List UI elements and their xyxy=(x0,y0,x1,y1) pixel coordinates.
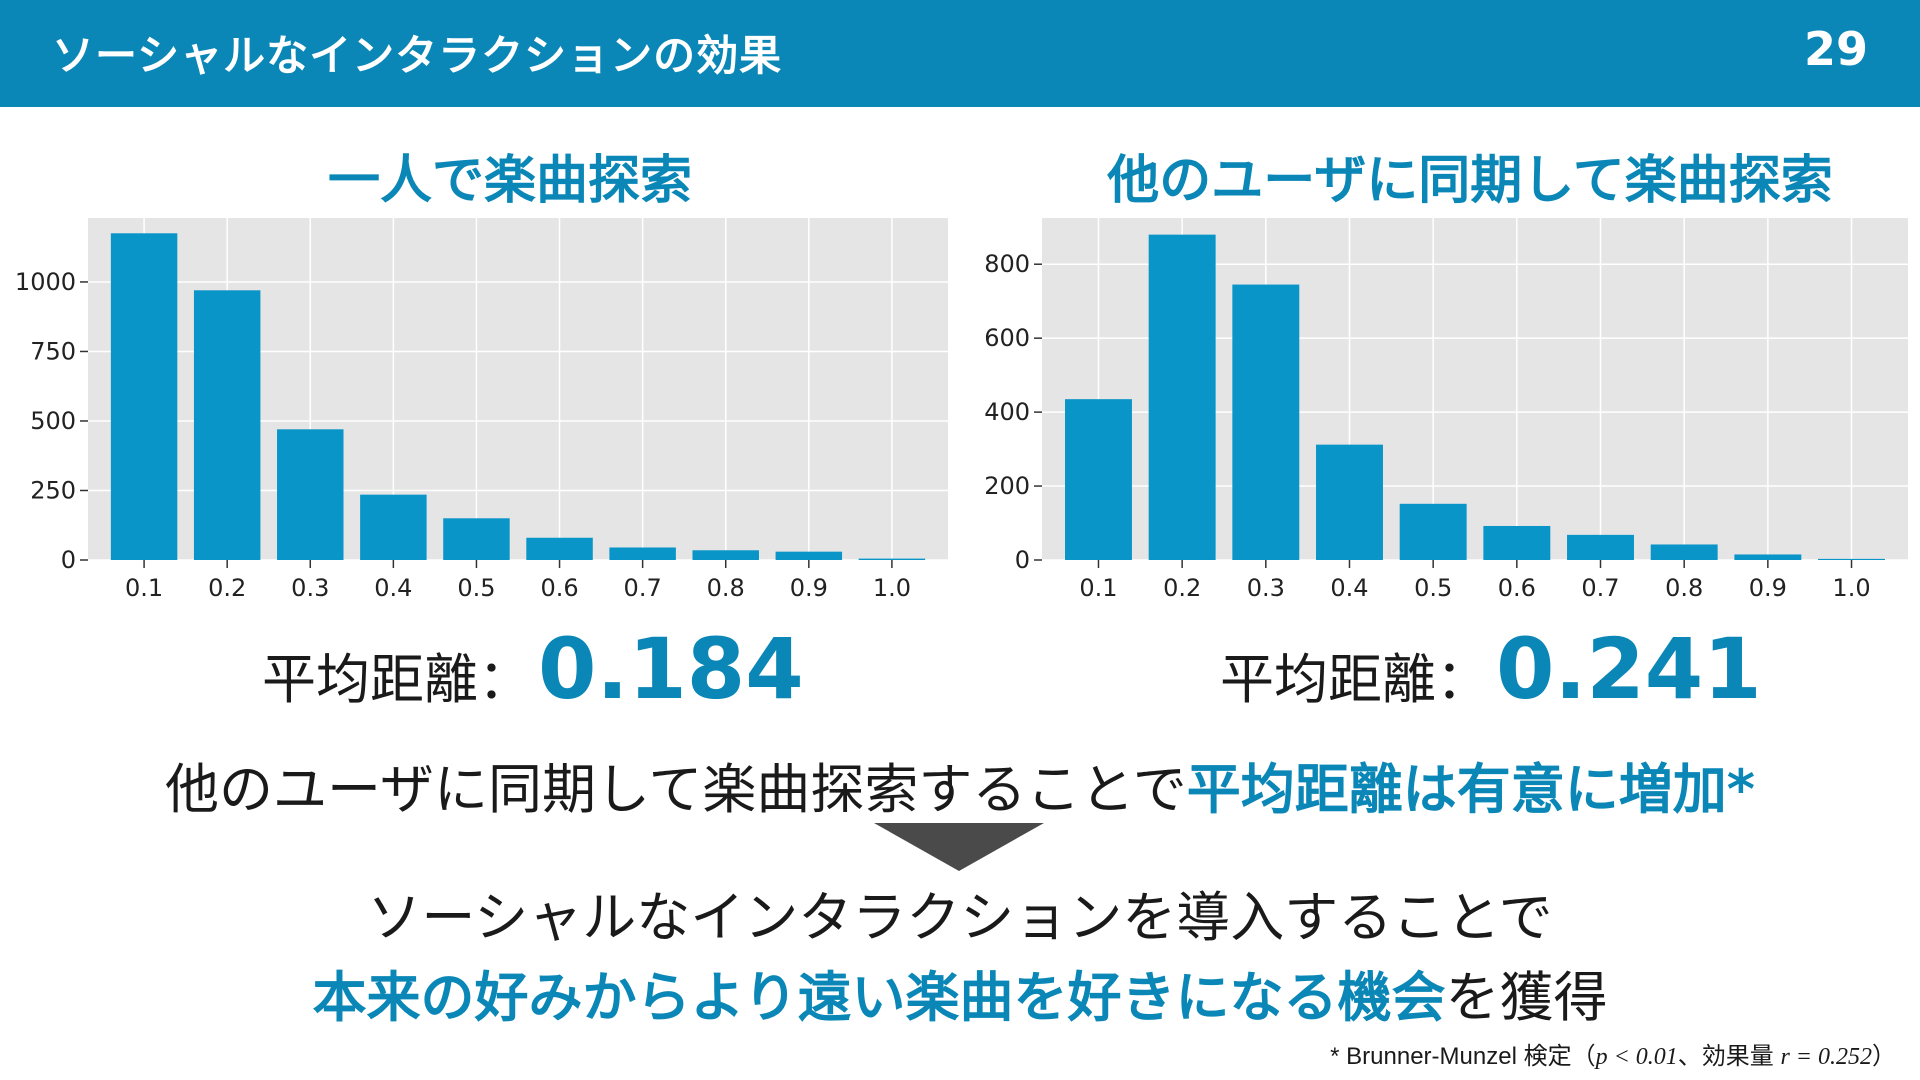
right-xtick-label: 0.8 xyxy=(1665,574,1703,602)
right-ytick-label: 200 xyxy=(984,472,1030,500)
statement-prefix: 他のユーザに同期して楽曲探索することで xyxy=(165,758,1187,821)
down-arrow-icon xyxy=(874,823,1044,871)
footnote-p-value: p < 0.01 xyxy=(1595,1044,1678,1070)
right-xtick-label: 0.6 xyxy=(1498,574,1536,602)
right-bar-0.9 xyxy=(1734,554,1802,560)
left-xtick-label: 0.2 xyxy=(208,574,246,602)
left-xtick-label: 0.1 xyxy=(125,574,163,602)
left-mean-distance: 平均距離： 0.184 xyxy=(262,620,804,718)
page-number: 29 xyxy=(1803,22,1868,76)
left-xtick-label: 0.9 xyxy=(790,574,828,602)
right-bar-0.1 xyxy=(1065,399,1132,560)
footnote-effect-size: r = 0.252 xyxy=(1780,1044,1872,1070)
left-ytick-label: 500 xyxy=(30,407,76,435)
left-ytick-label: 250 xyxy=(30,476,76,504)
conclusion-line-2: 本来の好みからより遠い楽曲を好きになる機会を獲得 xyxy=(0,953,1920,1032)
footnote: * Brunner-Munzel 検定（p < 0.01、効果量 r = 0.2… xyxy=(1330,1036,1896,1071)
right-bar-0.8 xyxy=(1650,544,1718,560)
right-mean-label: 平均距離： xyxy=(1220,648,1490,711)
left-bar-0.6 xyxy=(526,537,593,560)
right-ytick-label: 600 xyxy=(984,324,1030,352)
slide-title: ソーシャルなインタラクションの効果 xyxy=(52,31,783,80)
left-histogram: 0 250 500 750 1000 0.1 0.2 0.3 0.4 0.5 0.6 0.7 0.8 0.… xyxy=(15,218,948,602)
right-xtick-label: 0.7 xyxy=(1581,574,1619,602)
right-bar-0.5 xyxy=(1399,503,1467,560)
left-bar-0.2 xyxy=(193,290,261,560)
footnote-middle: 、効果量 xyxy=(1677,1043,1781,1070)
right-bar-0.3 xyxy=(1232,284,1300,560)
left-xtick-label: 0.3 xyxy=(291,574,329,602)
statement-highlight: 平均距離は有意に増加* xyxy=(1186,758,1755,821)
left-xtick-label: 0.6 xyxy=(540,574,578,602)
right-bar-0.4 xyxy=(1316,444,1383,560)
right-mean-value: 0.241 xyxy=(1496,620,1762,718)
conclusion-highlight: 本来の好みからより遠い楽曲を好きになる機会 xyxy=(312,966,1446,1029)
left-bar-0.4 xyxy=(360,494,427,560)
left-xtick-label: 0.5 xyxy=(457,574,495,602)
left-bar-0.1 xyxy=(110,233,178,561)
right-bar-0.2 xyxy=(1148,234,1216,561)
left-xtick-label: 1.0 xyxy=(873,574,911,602)
right-ytick-label: 0 xyxy=(1015,546,1030,574)
right-xtick-label: 0.2 xyxy=(1163,574,1201,602)
slide-header: ソーシャルなインタラクションの効果 29 xyxy=(0,0,1920,107)
left-chart-title: 一人で楽曲探索 xyxy=(327,151,692,211)
right-xtick-label: 1.0 xyxy=(1832,574,1870,602)
left-bar-0.9 xyxy=(775,551,843,560)
footnote-prefix: * Brunner-Munzel 検定（ xyxy=(1330,1043,1596,1070)
left-mean-value: 0.184 xyxy=(538,620,804,718)
right-xtick-label: 0.3 xyxy=(1247,574,1285,602)
left-ytick-label: 750 xyxy=(30,337,76,365)
left-xtick-label: 0.7 xyxy=(624,574,662,602)
right-ytick-label: 400 xyxy=(984,398,1030,426)
left-ytick-label: 0 xyxy=(61,546,76,574)
left-bar-1.0 xyxy=(858,558,926,560)
left-xtick-label: 0.4 xyxy=(374,574,412,602)
result-statement: 他のユーザに同期して楽曲探索することで平均距離は有意に増加* xyxy=(0,745,1920,824)
right-mean-distance: 平均距離： 0.241 xyxy=(1220,620,1762,718)
left-ytick-label: 1000 xyxy=(15,268,76,296)
right-chart-title: 他のユーザに同期して楽曲探索 xyxy=(1107,151,1833,211)
right-xtick-label: 0.1 xyxy=(1079,574,1117,602)
right-histogram: 0 200 400 600 800 0.1 0.2 0.3 0.4 0.5 0.6 0.7 0.8 0.9… xyxy=(984,218,1908,602)
left-bar-0.5 xyxy=(443,518,510,560)
left-bar-0.8 xyxy=(692,550,759,560)
right-xtick-label: 0.5 xyxy=(1414,574,1452,602)
left-xtick-label: 0.8 xyxy=(707,574,745,602)
left-bar-0.3 xyxy=(277,429,344,560)
conclusion-line-1: ソーシャルなインタラクションを導入することで xyxy=(367,886,1553,949)
right-xtick-label: 0.4 xyxy=(1330,574,1368,602)
right-bar-1.0 xyxy=(1818,558,1885,560)
right-xtick-label: 0.9 xyxy=(1749,574,1787,602)
right-ytick-label: 800 xyxy=(984,250,1030,278)
conclusion-suffix: を獲得 xyxy=(1445,966,1608,1029)
left-bar-0.7 xyxy=(609,547,676,560)
right-bar-0.6 xyxy=(1483,525,1551,560)
right-bar-0.7 xyxy=(1567,534,1634,560)
left-mean-label: 平均距離： xyxy=(262,648,532,711)
footnote-suffix: ） xyxy=(1872,1043,1896,1070)
